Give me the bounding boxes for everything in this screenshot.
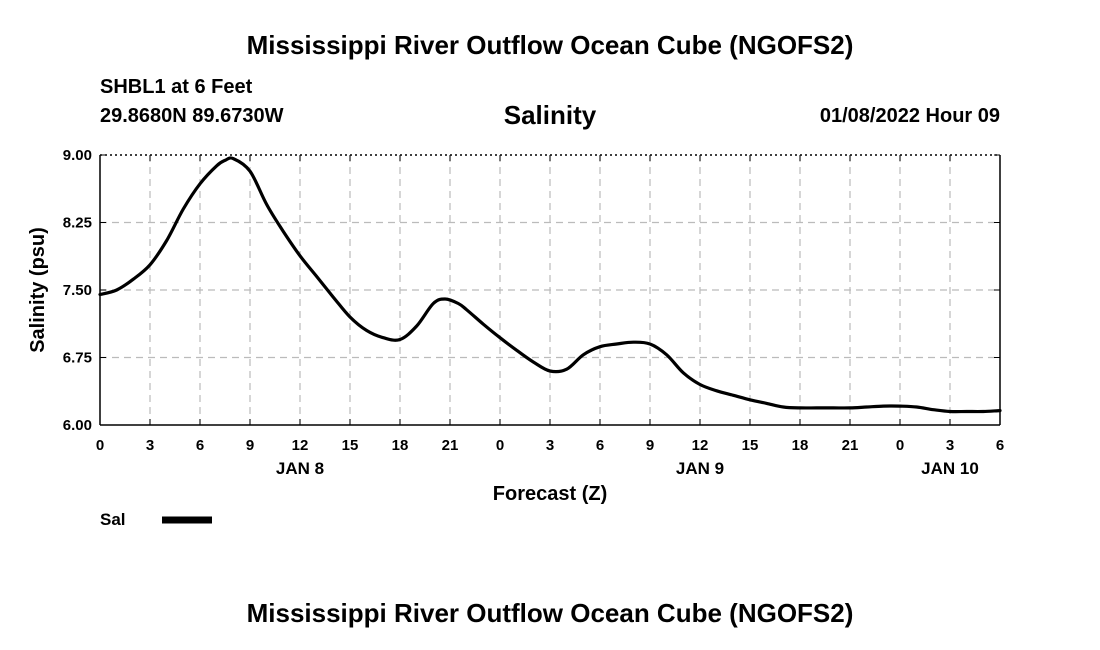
- x-tick-label: 21: [842, 437, 859, 454]
- x-tick-label: 0: [896, 437, 904, 454]
- x-tick-label: 9: [246, 437, 254, 454]
- series-layer: [98, 156, 1002, 414]
- axis-layer: 0 3 6 9 12 15 18 21 0 3 6 9 12 15 18 21 0 3 6 6.00 6.75 7.50 8…: [27, 147, 1004, 505]
- x-tick-label: 6: [196, 437, 204, 454]
- x-tick-label: 3: [946, 437, 954, 454]
- x-tick-label: 15: [342, 437, 359, 454]
- x-tick-label: 18: [792, 437, 809, 454]
- y-tick-label: 6.00: [63, 417, 92, 434]
- x-tick-label: 0: [496, 437, 504, 454]
- salinity-series-line: [98, 156, 1002, 414]
- x-tick-label: 12: [692, 437, 709, 454]
- y-axis-title: Salinity (psu): [27, 227, 49, 353]
- forecast-timestamp: 01/08/2022 Hour 09: [819, 105, 1000, 127]
- x-tick-label: 6: [596, 437, 604, 454]
- coordinates-label: 29.8680N 89.6730W: [100, 105, 284, 127]
- x-axis-title: Forecast (Z): [493, 483, 607, 505]
- x-day-label: JAN 9: [676, 459, 724, 478]
- x-tick-label: 21: [442, 437, 459, 454]
- footer-title: Mississippi River Outflow Ocean Cube (NG…: [246, 598, 854, 628]
- x-day-label: JAN 8: [276, 459, 324, 478]
- y-tick-label: 8.25: [63, 215, 92, 232]
- x-tick-label: 9: [646, 437, 654, 454]
- chart-title: Salinity: [503, 100, 597, 130]
- x-tick-label: 0: [96, 437, 104, 454]
- y-tick-label: 6.75: [63, 350, 92, 367]
- legend-label: Sal: [100, 510, 126, 529]
- x-day-label: JAN 10: [921, 459, 979, 478]
- x-tick-label: 3: [146, 437, 154, 454]
- x-tick-label: 15: [742, 437, 759, 454]
- x-tick-label: 12: [292, 437, 309, 454]
- legend: Sal: [100, 510, 212, 529]
- station-label: SHBL1 at 6 Feet: [100, 76, 253, 98]
- x-tick-label: 3: [546, 437, 554, 454]
- x-tick-label: 18: [392, 437, 409, 454]
- y-tick-label: 9.00: [63, 147, 92, 164]
- x-tick-label: 6: [996, 437, 1004, 454]
- main-title: Mississippi River Outflow Ocean Cube (NG…: [246, 30, 854, 60]
- y-tick-label: 7.50: [63, 282, 92, 299]
- grid-layer: [100, 155, 1000, 425]
